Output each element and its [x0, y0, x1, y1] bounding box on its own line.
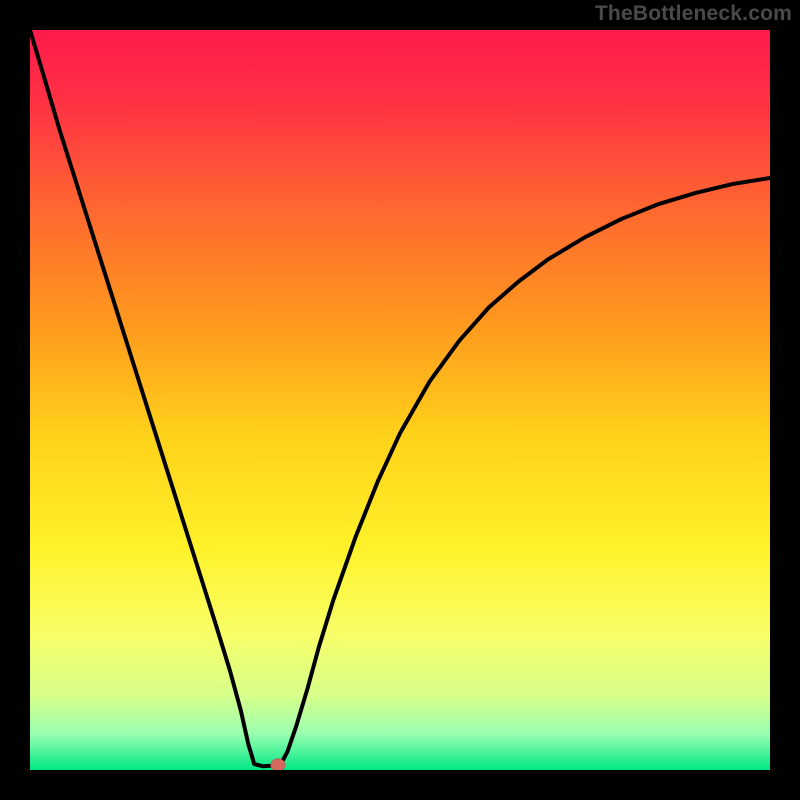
chart-border — [0, 0, 800, 800]
chart-container: TheBottleneck.com — [0, 0, 800, 800]
watermark-text: TheBottleneck.com — [595, 2, 792, 26]
